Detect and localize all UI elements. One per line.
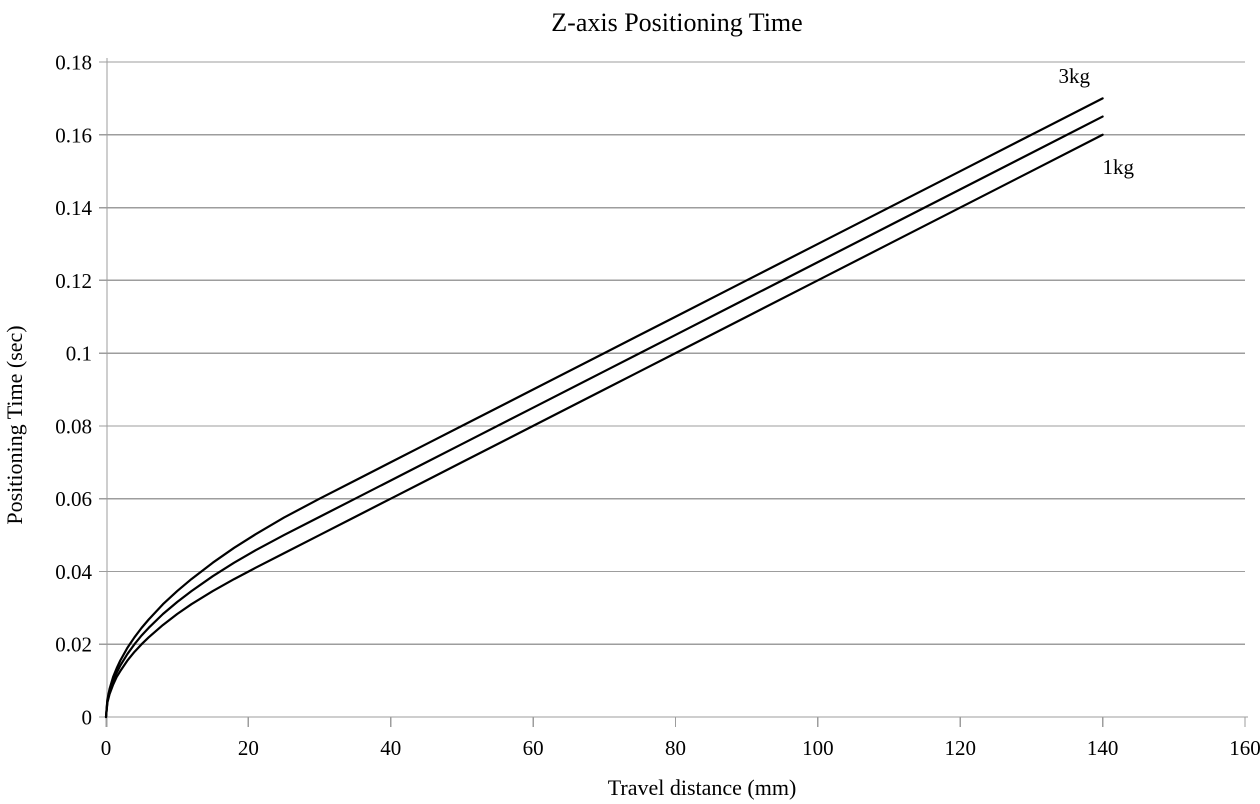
curve-label-1kg: 1kg: [1103, 155, 1135, 179]
y-tick-label: 0: [82, 706, 93, 730]
y-tick-label: 0.1: [66, 342, 92, 366]
x-tick-label: 80: [665, 736, 686, 760]
y-tick-label: 0.18: [55, 51, 92, 75]
y-tick-label: 0.04: [55, 560, 92, 584]
x-tick-label: 100: [802, 736, 834, 760]
x-tick-label: 140: [1087, 736, 1119, 760]
y-tick-label: 0.14: [55, 196, 92, 220]
series-curve-2kg: [104, 115, 1104, 719]
series-curve-3kg: [104, 97, 1104, 719]
x-tick-label: 160: [1229, 736, 1260, 760]
x-tick-label: 0: [101, 736, 112, 760]
series-annotations: 3kg 1kg: [1058, 64, 1134, 179]
x-axis-title: Travel distance (mm): [608, 775, 797, 800]
y-tick-label: 0.06: [55, 487, 92, 511]
y-tick-label: 0.02: [55, 633, 92, 657]
x-tick-label: 40: [380, 736, 401, 760]
y-tick-label: 0.08: [55, 414, 92, 438]
y-tick-label: 0.16: [55, 123, 92, 147]
series-curves: [104, 97, 1104, 719]
y-axis-title: Positioning Time (sec): [2, 325, 27, 524]
x-tick-label: 120: [945, 736, 977, 760]
y-tick-label: 0.12: [55, 269, 92, 293]
gridlines: [99, 61, 1245, 645]
series-curve-1kg: [104, 133, 1104, 719]
x-tick-label: 20: [238, 736, 259, 760]
chart-title: Z-axis Positioning Time: [551, 8, 802, 37]
x-tick-label: 60: [523, 736, 544, 760]
axes: [99, 58, 1248, 727]
tick-labels: 0 20 40 60 80 100 120 140 160 0 0.02 0.04 0.06 0.08 0.…: [55, 51, 1260, 761]
curve-label-3kg: 3kg: [1058, 64, 1090, 88]
